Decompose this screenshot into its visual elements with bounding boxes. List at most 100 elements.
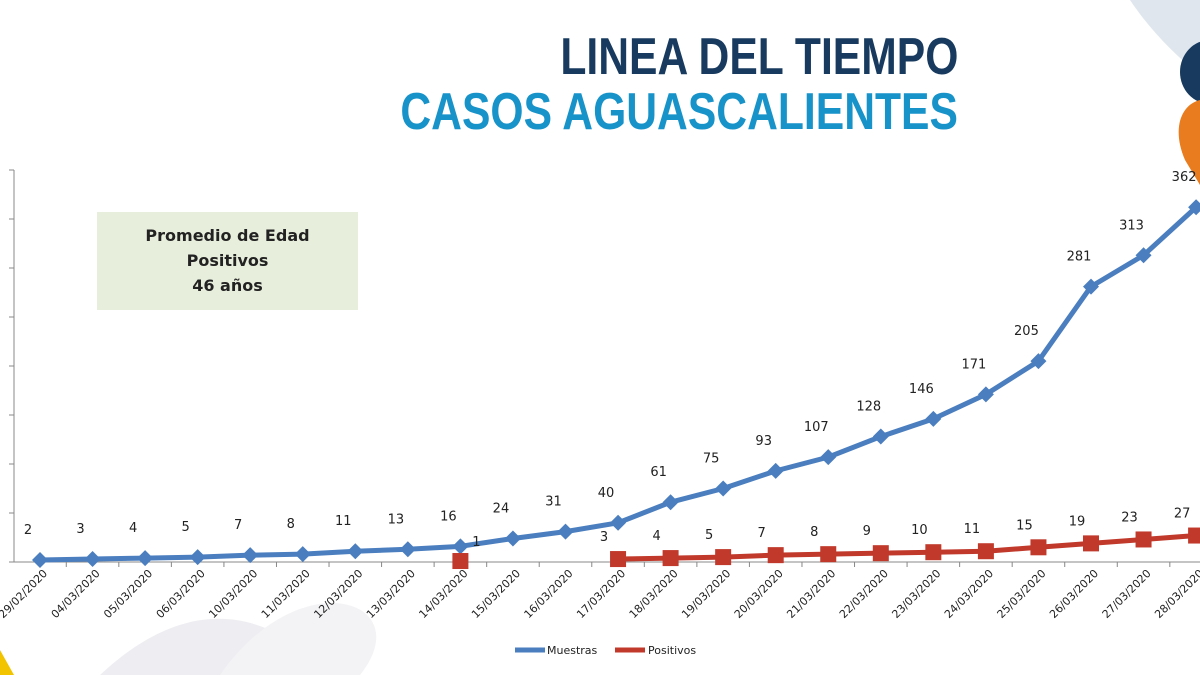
muestras-data-label: 24 [493, 501, 510, 516]
muestras-point [610, 514, 627, 531]
x-tick-label: 10/03/2020 [206, 567, 260, 621]
muestras-point [242, 547, 259, 564]
average-age-box: Promedio de Edad Positivos 46 años [97, 212, 358, 310]
positivos-point [820, 546, 837, 563]
muestras-point [504, 530, 521, 547]
x-tick-label: 20/03/2020 [732, 567, 786, 621]
info-box-line-3: 46 años [192, 276, 263, 295]
muestras-data-label: 16 [440, 509, 457, 524]
x-tick-label: 05/03/2020 [101, 567, 155, 621]
muestras-point [189, 549, 206, 566]
positivos-data-label: 15 [1016, 518, 1033, 533]
muestras-data-label: 61 [650, 465, 667, 480]
muestras-data-label: 107 [804, 420, 829, 435]
muestras-point [715, 480, 732, 497]
positivos-point [1083, 535, 1099, 552]
x-tick-label: 24/03/2020 [942, 567, 996, 621]
positivos-data-label: 7 [758, 526, 766, 541]
x-tick-label: 13/03/2020 [364, 567, 418, 621]
decorative-light-swoosh [1130, 0, 1200, 75]
x-tick-label: 21/03/2020 [784, 567, 838, 621]
muestras-data-label: 11 [335, 514, 352, 529]
positivos-point [925, 544, 942, 561]
muestras-data-label: 40 [598, 486, 615, 501]
positivos-data-label: 5 [705, 528, 713, 543]
muestras-data-label: 171 [961, 357, 986, 372]
positivos-point [662, 550, 679, 567]
muestras-point [557, 523, 574, 540]
decorative-orange-shape [1178, 100, 1200, 185]
x-tick-label: 25/03/2020 [995, 567, 1049, 621]
positivos-point [977, 543, 994, 560]
muestras-data-label: 3 [76, 522, 84, 537]
legend-muestras-label: Muestras [547, 644, 598, 657]
positivos-point [610, 551, 627, 568]
x-tick-label: 04/03/2020 [49, 567, 103, 621]
info-box-line-1: Promedio de Edad [145, 226, 310, 245]
positivos-data-label: 3 [600, 530, 608, 545]
muestras-point [137, 550, 154, 567]
muestras-point [1030, 353, 1047, 370]
muestras-data-label: 8 [287, 517, 295, 532]
decorative-yellow-shape [0, 650, 14, 675]
positivos-data-label: 10 [911, 523, 928, 538]
positivos-point [872, 545, 889, 562]
muestras-point [1135, 247, 1152, 264]
axes [9, 169, 1200, 567]
muestras-point [1188, 199, 1200, 216]
muestras-point [872, 428, 889, 445]
x-tick-label: 29/02/2020 [0, 567, 50, 621]
positivos-data-label: 19 [1069, 514, 1086, 529]
x-tick-label: 11/03/2020 [259, 567, 313, 621]
muestras-data-label: 281 [1067, 250, 1092, 265]
positivos-point [1135, 531, 1152, 548]
muestras-point [84, 551, 101, 568]
x-tick-label: 17/03/2020 [574, 567, 628, 621]
muestras-data-label: 7 [234, 518, 242, 533]
positivos-data-label: 9 [863, 524, 871, 539]
muestras-point [662, 494, 679, 511]
muestras-data-label: 146 [909, 382, 934, 397]
positivos-data-label: 8 [810, 525, 818, 540]
legend-positivos-label: Positivos [648, 644, 696, 657]
x-tick-label: 23/03/2020 [889, 567, 943, 621]
positivos-point [452, 553, 469, 570]
x-tick-label: 19/03/2020 [679, 567, 733, 621]
muestras-point [925, 410, 942, 427]
muestras-point [32, 552, 48, 569]
muestras-point [347, 543, 364, 560]
title-line-2: CASOS AGUASCALIENTES [400, 83, 958, 141]
positivos-data-label: 11 [964, 522, 981, 537]
x-tick-label: 12/03/2020 [311, 567, 365, 621]
x-tick-label: 15/03/2020 [469, 567, 523, 621]
positivos-point [1030, 539, 1047, 556]
decorative-gray-swoosh [220, 602, 377, 675]
title-line-1: LINEA DEL TIEMPO [559, 28, 958, 86]
muestras-data-label: 128 [856, 400, 881, 415]
muestras-data-label: 31 [545, 495, 562, 510]
x-tick-label: 26/03/2020 [1047, 567, 1101, 621]
muestras-data-label: 4 [129, 521, 137, 536]
x-tick-label: 18/03/2020 [627, 567, 681, 621]
muestras-data-label: 5 [182, 520, 190, 535]
muestras-point [294, 546, 311, 563]
positivos-line [618, 533, 1197, 562]
x-tick-label: 27/03/2020 [1100, 567, 1154, 621]
x-tick-label: 22/03/2020 [837, 567, 891, 621]
info-box-line-2: Positivos [186, 251, 269, 270]
muestras-point [820, 449, 837, 466]
muestras-point [977, 386, 994, 403]
muestras-point [767, 462, 784, 479]
muestras-data-label: 205 [1014, 324, 1039, 339]
x-tick-labels: 29/02/202004/03/202005/03/202006/03/2020… [0, 567, 1200, 621]
muestras-point [452, 538, 469, 555]
positivos-data-label: 1 [472, 535, 480, 550]
positivos-data-label: 27 [1174, 507, 1191, 522]
positivos-point [767, 547, 784, 564]
muestras-data-label: 75 [703, 452, 720, 467]
muestras-data-label: 313 [1119, 218, 1144, 233]
muestras-data-label: 2 [24, 523, 32, 538]
